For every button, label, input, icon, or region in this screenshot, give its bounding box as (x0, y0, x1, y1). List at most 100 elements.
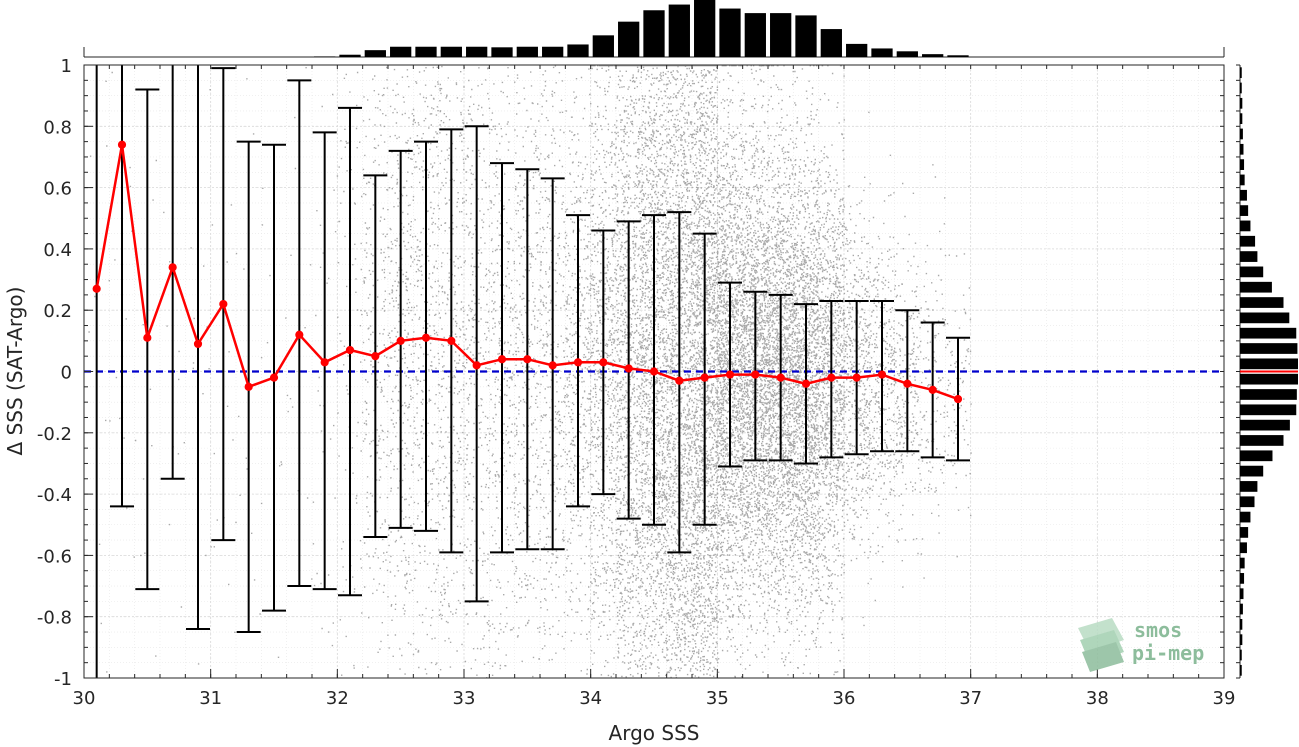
y-tick-label: 0.6 (43, 179, 72, 200)
mean-point (320, 358, 329, 367)
mean-point (193, 339, 203, 349)
errorbar (110, 65, 134, 508)
right-hist-bar (1240, 542, 1247, 554)
top-hist-bar (339, 54, 361, 57)
top-histogram (83, 0, 1225, 58)
top-hist-bar (795, 15, 817, 58)
x-tick-label: 36 (833, 688, 856, 709)
mean-point (751, 370, 760, 379)
top-hist-bar (314, 56, 336, 57)
top-hist-bar (744, 13, 766, 57)
mean-point (371, 352, 380, 361)
top-hist-bar (542, 46, 564, 57)
mean-point (675, 376, 684, 385)
top-hist-bar (491, 47, 513, 57)
mean-point (624, 364, 633, 373)
mean-point (599, 358, 608, 367)
mean-point (168, 263, 177, 272)
x-tick-label: 37 (959, 688, 982, 709)
mean-point (447, 336, 456, 345)
right-hist-bar (1240, 481, 1258, 492)
y-tick-label: 0 (61, 363, 72, 384)
top-hist-bar (643, 10, 665, 57)
y-tick-label: 0.2 (43, 301, 72, 322)
mean-point (573, 358, 583, 367)
right-hist-bar (1240, 573, 1245, 584)
top-hist-bar (466, 46, 488, 57)
right-hist-bar (1240, 603, 1243, 615)
top-hist-bar (896, 51, 918, 57)
mean-point (269, 373, 279, 382)
right-hist-bar (1240, 251, 1258, 262)
logo-text-line1: smos (1134, 618, 1182, 642)
top-hist-bar (390, 46, 412, 57)
scatter-points (88, 65, 972, 678)
right-hist-bar (1240, 404, 1297, 416)
x-tick-labels: 30 31 32 33 34 35 36 37 38 39 (73, 688, 1236, 709)
right-hist-bar (1240, 67, 1242, 79)
mean-point (725, 370, 735, 379)
mean-point (953, 394, 963, 404)
mean-point (117, 140, 127, 149)
right-hist-bar (1240, 113, 1243, 125)
top-hist-bar (820, 29, 842, 57)
mean-point (295, 330, 304, 339)
y-tick-labels: -1 -0.8 -0.6 -0.4 -0.2 0 0.2 0.4 0.6 0.8 1 (37, 56, 72, 690)
mean-point (801, 379, 811, 388)
top-hist-bar (846, 43, 868, 57)
mean-point (649, 367, 659, 376)
mean-point (877, 370, 887, 379)
top-hist-bar (364, 50, 386, 57)
top-hist-bar (947, 55, 969, 57)
right-hist-bar (1240, 343, 1298, 354)
top-hist-bar (871, 48, 893, 57)
x-axis-title: Argo SSS (609, 721, 700, 745)
right-hist-bar (1240, 527, 1249, 538)
right-histogram (1236, 64, 1298, 679)
top-hist-bar (922, 54, 944, 57)
right-hist-bar (1240, 281, 1272, 293)
plot-axes (83, 64, 1225, 679)
mean-point (903, 379, 912, 388)
right-hist-bar (1240, 97, 1243, 109)
mean-point (244, 382, 253, 391)
top-hist-bar (440, 46, 462, 57)
right-hist-bar (1240, 159, 1245, 170)
top-hist-bar (618, 21, 640, 57)
y-tick-label: -0.4 (37, 485, 72, 506)
mean-point (421, 333, 431, 342)
mean-point (472, 361, 481, 370)
top-hist-bar (592, 35, 614, 57)
right-hist-bar (1240, 297, 1284, 308)
x-tick-label: 39 (1213, 688, 1236, 709)
mean-point (345, 345, 355, 355)
mean-point (700, 373, 709, 382)
mean-point (852, 373, 861, 382)
top-hist-bar (719, 8, 741, 58)
scatter-cloud (88, 65, 972, 678)
right-hist-bar (1240, 174, 1245, 186)
right-hist-bar (1240, 312, 1290, 324)
y-tick-label: -0.8 (37, 608, 72, 629)
top-hist-bar (668, 4, 690, 57)
right-hist-bar (1240, 235, 1256, 247)
right-hist-bar (1240, 358, 1298, 370)
right-hist-bar (1240, 588, 1244, 600)
right-hist-bar (1240, 205, 1249, 216)
top-hist-bar (516, 46, 538, 57)
right-hist-bar (1240, 266, 1264, 278)
x-tick-label: 30 (73, 688, 96, 709)
right-hist-bar (1240, 435, 1284, 446)
mean-point (776, 373, 785, 382)
x-tick-label: 34 (579, 688, 602, 709)
x-tick-label: 38 (1086, 688, 1109, 709)
right-hist-bar (1240, 618, 1243, 630)
right-hist-bar (1240, 450, 1273, 462)
top-hist-bar (770, 13, 792, 57)
right-hist-bar (1240, 327, 1297, 339)
mean-point (497, 355, 507, 364)
right-hist-bar (1240, 220, 1251, 232)
right-hist-bar (1240, 634, 1243, 646)
top-hist-bar (694, 0, 716, 57)
